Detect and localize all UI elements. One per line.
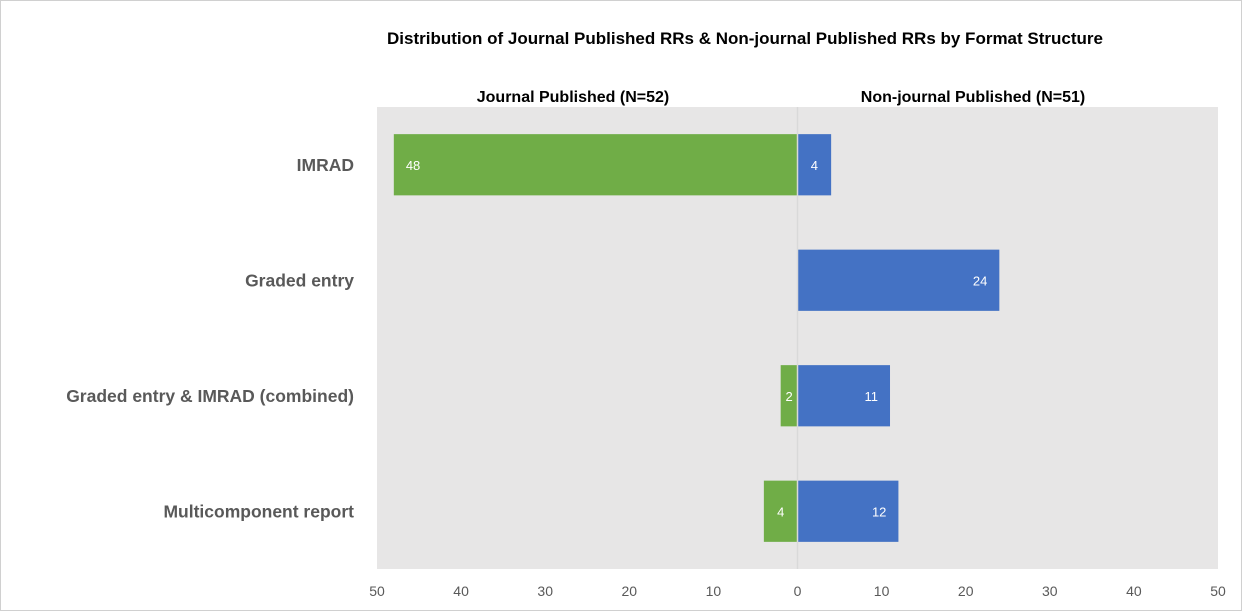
x-tick-label: 50	[369, 583, 385, 599]
non-journal-published-bar	[797, 480, 899, 542]
data-label: 48	[406, 158, 420, 173]
journal-published-bar	[393, 134, 798, 196]
x-tick-label: 10	[874, 583, 890, 599]
data-label: 12	[872, 504, 886, 519]
data-label: 2	[785, 389, 792, 404]
x-tick-label: 40	[453, 583, 469, 599]
x-tick-label: 40	[1126, 583, 1142, 599]
x-axis-ticks: 50 40 30 20 10 0 10 20 30 40 50	[369, 583, 1226, 599]
category-label: Multicomponent report	[163, 501, 354, 521]
non-journal-published-bar	[797, 134, 832, 196]
data-label: 11	[865, 389, 879, 404]
x-tick-label: 30	[537, 583, 553, 599]
x-tick-label: 10	[706, 583, 722, 599]
x-tick-label: 20	[958, 583, 974, 599]
non-journal-published-bar	[797, 365, 891, 427]
x-tick-label: 30	[1042, 583, 1058, 599]
category-label: IMRAD	[297, 155, 354, 175]
category-label: Graded entry & IMRAD (combined)	[66, 386, 354, 406]
data-label: 4	[811, 158, 818, 173]
right-series-heading: Non-journal Published (N=51)	[861, 89, 1085, 106]
journal-published-bar	[763, 480, 798, 542]
chart-title: Distribution of Journal Published RRs & …	[387, 29, 1103, 48]
left-series-heading: Journal Published (N=52)	[477, 89, 669, 106]
non-journal-published-bar	[797, 249, 1000, 311]
x-tick-label: 0	[794, 583, 802, 599]
data-label: 4	[777, 504, 784, 519]
bar-group: 48 4 24 2 11 4 12	[393, 134, 1000, 542]
x-tick-label: 20	[622, 583, 638, 599]
data-label: 24	[973, 273, 987, 288]
category-labels: IMRAD Graded entry Graded entry & IMRAD (c…	[66, 155, 354, 522]
x-tick-label: 50	[1210, 583, 1226, 599]
journal-published-bar	[780, 365, 798, 427]
category-label: Graded entry	[245, 270, 354, 290]
